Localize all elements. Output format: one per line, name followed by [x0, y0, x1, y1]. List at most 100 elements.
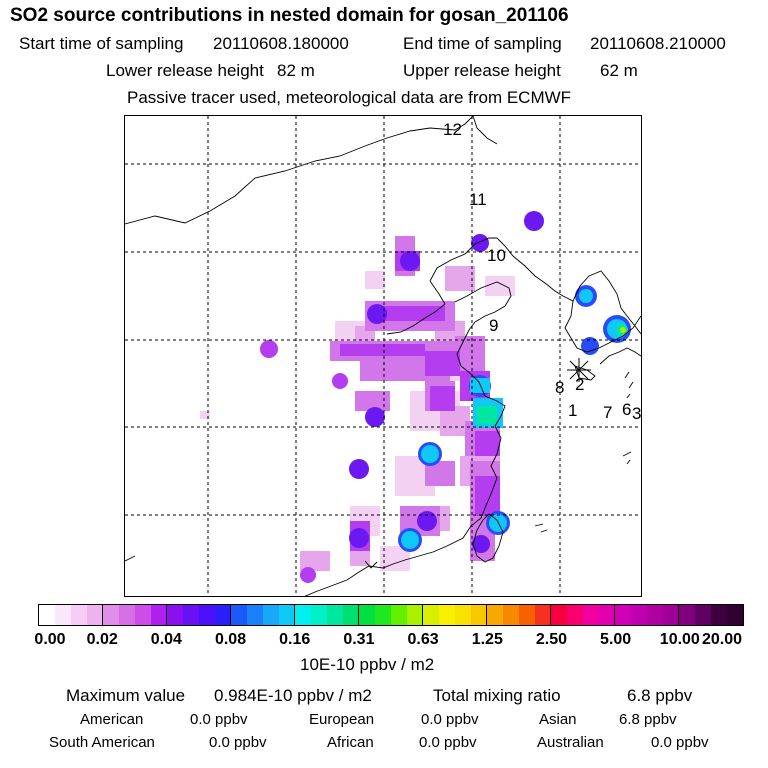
label-2: 2	[575, 375, 584, 394]
region-american-value: 0.0 ppbv	[190, 711, 248, 728]
region-african-value: 0.0 ppbv	[419, 734, 477, 751]
colorbar-segment	[55, 605, 71, 625]
colorbar-segment	[727, 605, 743, 625]
region-european-name: European	[309, 711, 375, 728]
region-american-name: American	[80, 711, 144, 728]
colorbar-segment	[599, 605, 615, 625]
colorbar-segment	[135, 605, 151, 625]
label-12: 12	[443, 120, 462, 139]
colorbar-tick-label: 1.25	[471, 631, 503, 648]
colorbar-segment	[519, 605, 535, 625]
start-time-value: 20110608.180000	[213, 34, 349, 53]
colorbar-segment	[583, 605, 599, 625]
colorbar-segment	[503, 605, 519, 625]
colorbar-tick-label: 0.31	[343, 631, 375, 648]
colorbar-tick-label: 0.04	[150, 631, 182, 648]
colorbar-segment	[567, 605, 583, 625]
colorbar-segment	[87, 605, 103, 625]
region-australian-name: Australian	[537, 734, 604, 751]
colorbar-segment	[295, 605, 311, 625]
colorbar-segment	[247, 605, 263, 625]
upper-release-value: 62 m	[600, 61, 638, 80]
colorbar-tick-label: 0.08	[214, 631, 247, 648]
region-australian-value: 0.0 ppbv	[651, 734, 709, 751]
end-time-value: 20110608.210000	[590, 34, 726, 53]
start-time-label: Start time of sampling	[19, 34, 184, 53]
label-8: 8	[555, 378, 564, 397]
max-value-label: Maximum value	[66, 686, 186, 705]
label-7: 7	[603, 403, 612, 422]
label-3: 3	[632, 404, 641, 423]
map-panel: 12 11 10 9 8 2 1 7 6 3	[124, 115, 642, 597]
colorbar-segment	[167, 605, 183, 625]
colorbar-segment	[535, 605, 551, 625]
colorbar-segment	[279, 605, 295, 625]
label-9: 9	[489, 316, 498, 335]
region-asian-name: Asian	[539, 711, 577, 728]
colorbar-segment	[263, 605, 279, 625]
asterisk-marker	[567, 358, 591, 382]
colorbar-segment	[647, 605, 663, 625]
region-african-name: African	[327, 734, 374, 751]
colorbar-segment	[327, 605, 343, 625]
lat-lon-grid	[125, 116, 641, 596]
colorbar-segment	[551, 605, 567, 625]
colorbar-segment	[407, 605, 423, 625]
colorbar-segment	[663, 605, 679, 625]
colorbar-segment	[39, 605, 55, 625]
colorbar-segment	[615, 605, 631, 625]
end-time-label: End time of sampling	[403, 34, 562, 53]
tracer-note: Passive tracer used, meteorological data…	[127, 88, 572, 107]
colorbar	[38, 604, 744, 626]
colorbar-tick-label: 5.00	[600, 631, 632, 648]
colorbar-segment	[679, 605, 695, 625]
colorbar-segment	[471, 605, 487, 625]
colorbar-segment	[151, 605, 167, 625]
colorbar-segment	[311, 605, 327, 625]
colorbar-segment	[455, 605, 471, 625]
colorbar-tick-label: 0.63	[407, 631, 439, 648]
colorbar-segment	[103, 605, 119, 625]
label-10: 10	[487, 246, 506, 265]
colorbar-segment	[199, 605, 215, 625]
plot-title: SO2 source contributions in nested domai…	[10, 5, 569, 26]
colorbar-segment	[423, 605, 439, 625]
region-south-american-value: 0.0 ppbv	[209, 734, 267, 751]
region-european-value: 0.0 ppbv	[421, 711, 479, 728]
total-mixing-label: Total mixing ratio	[433, 686, 561, 705]
colorbar-tick-label: 0.00	[34, 631, 66, 648]
colorbar-segment	[343, 605, 359, 625]
colorbar-tick-label: 10.00	[659, 631, 700, 648]
label-11: 11	[469, 190, 487, 209]
region-asian-value: 6.8 ppbv	[619, 711, 677, 728]
upper-release-label: Upper release height	[403, 61, 561, 80]
colorbar-tick-label: 2.50	[535, 631, 568, 648]
label-6: 6	[622, 400, 631, 419]
label-1: 1	[568, 401, 577, 420]
colorbar-segment	[439, 605, 455, 625]
colorbar-segment	[487, 605, 503, 625]
colorbar-segment	[695, 605, 711, 625]
colorbar-tick-label: 20.00	[701, 631, 743, 648]
total-mixing-value: 6.8 ppbv	[627, 686, 693, 705]
concentration-field	[200, 211, 631, 583]
colorbar-segment	[391, 605, 407, 625]
colorbar-segment	[71, 605, 87, 625]
map-canvas: 12 11 10 9 8 2 1 7 6 3	[125, 116, 641, 596]
colorbar-segment	[631, 605, 647, 625]
lower-release-value: 82 m	[277, 61, 315, 80]
colorbar-segment	[119, 605, 135, 625]
colorbar-segment	[359, 605, 375, 625]
colorbar-tick-label: 0.02	[86, 631, 118, 648]
colorbar-segment	[183, 605, 199, 625]
colorbar-segment	[215, 605, 231, 625]
colorbar-units: 10E-10 ppbv / m2	[300, 655, 435, 674]
colorbar-segment	[711, 605, 727, 625]
region-south-american-name: South American	[49, 734, 155, 751]
colorbar-tick-label: 0.16	[279, 631, 311, 648]
lower-release-label: Lower release height	[106, 61, 264, 80]
max-value: 0.984E-10 ppbv / m2	[214, 686, 372, 705]
colorbar-segment	[375, 605, 391, 625]
colorbar-segment	[231, 605, 247, 625]
coastlines	[125, 116, 641, 596]
